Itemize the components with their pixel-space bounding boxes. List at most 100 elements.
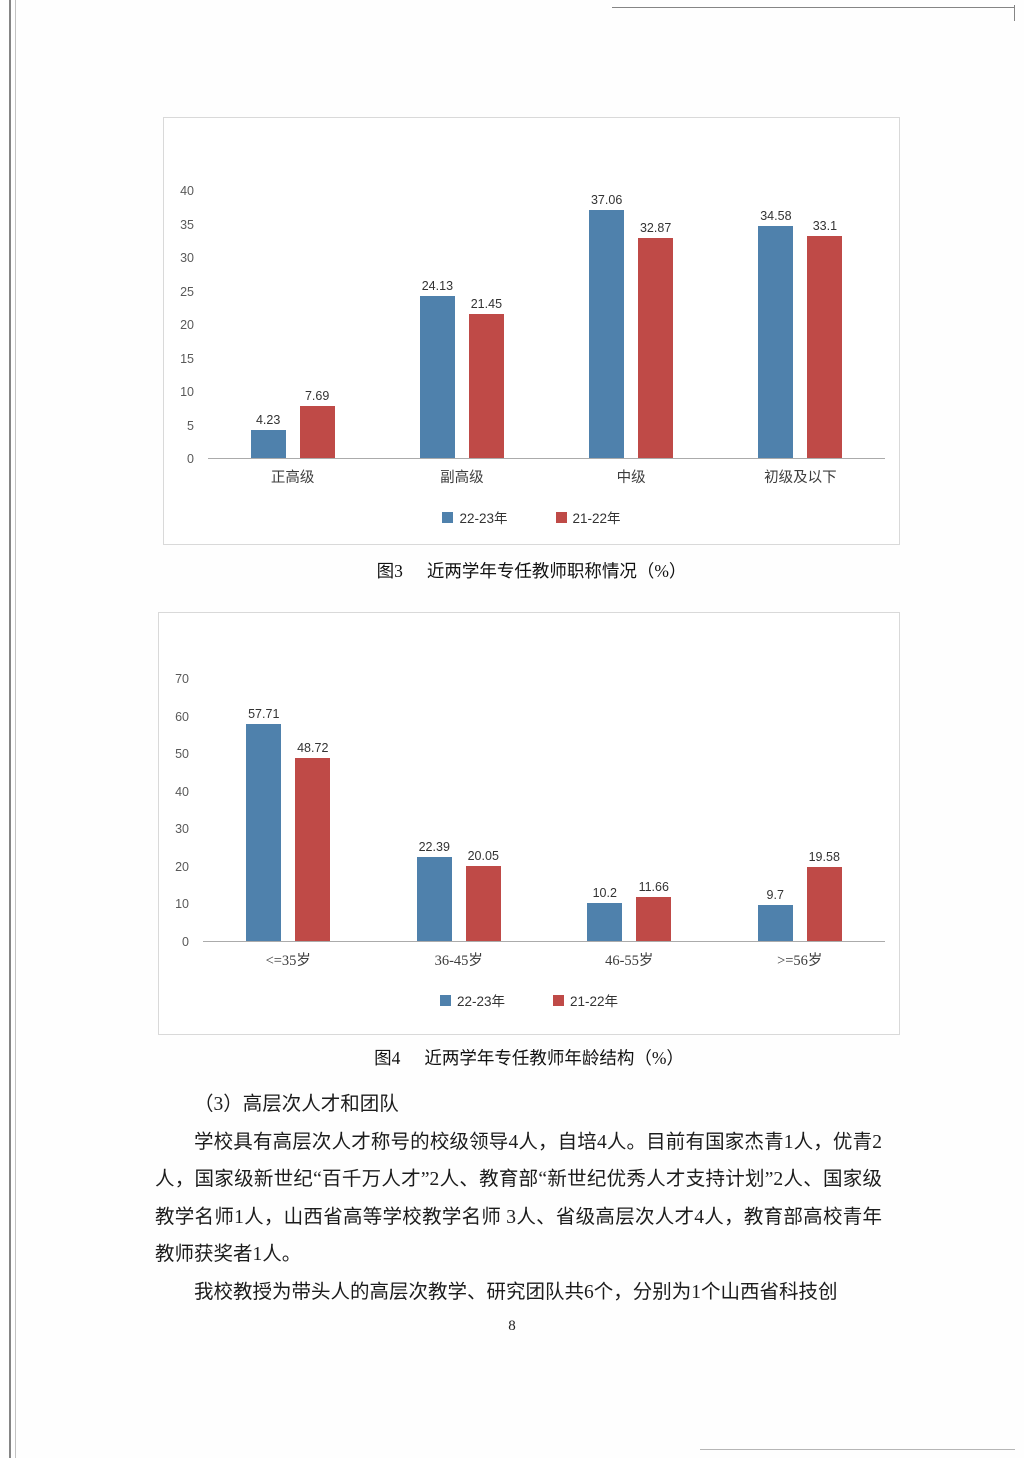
bar-21-22年->=56岁 xyxy=(806,867,842,941)
y-axis-tick-label: 50 xyxy=(175,747,189,762)
bar-22-23年->=56岁 xyxy=(757,904,793,941)
chart-legend: 22-23年 21-22年 xyxy=(164,507,899,527)
x-axis-category-label: 初级及以下 xyxy=(764,470,837,486)
bar-21-22年-正高级 xyxy=(299,406,335,458)
bar-value-label: 9.7 xyxy=(766,887,784,902)
y-axis-tick-label: 35 xyxy=(180,217,194,232)
bar-column: 19.58 xyxy=(806,850,842,941)
figure4-title: 近两学年专任教师年龄结构（%） xyxy=(424,1048,684,1068)
bar-21-22年-中级 xyxy=(638,237,674,458)
legend-label: 21-22年 xyxy=(572,511,621,526)
bar-value-label: 24.13 xyxy=(421,279,454,294)
text-section: （3）高层次人才和团队 学校具有高层次人才称号的校级领导4人，自培4人。目前有国… xyxy=(155,1086,882,1311)
bar-21-22年-36-45岁 xyxy=(465,865,501,941)
bar-22-23年-中级 xyxy=(589,209,625,458)
y-axis-tick-label: 15 xyxy=(180,351,194,366)
bar-column: 34.58 xyxy=(758,209,794,458)
legend-label: 21-22年 xyxy=(570,994,619,1009)
x-axis-category-label: <=35岁 xyxy=(265,953,311,969)
bar-value-label: 22.39 xyxy=(418,839,450,854)
bar-value-label: 32.87 xyxy=(639,220,672,235)
bar-group: 34.58 33.1 xyxy=(716,191,885,458)
y-axis-tick-label: 60 xyxy=(175,709,189,724)
y-axis-tick-label: 10 xyxy=(180,385,194,399)
bar-value-label: 10.2 xyxy=(592,885,617,900)
bar-value-label: 48.72 xyxy=(297,740,329,755)
bar-21-22年-副高级 xyxy=(468,314,504,458)
bar-column: 57.71 xyxy=(246,707,282,941)
bar-value-label: 37.06 xyxy=(590,192,623,207)
bar-column: 4.23 xyxy=(250,412,286,458)
bar-column: 21.45 xyxy=(468,297,504,458)
bar-21-22年-46-55岁 xyxy=(636,897,672,941)
legend-swatch xyxy=(553,994,564,1006)
bar-column: 9.7 xyxy=(757,887,793,941)
legend-label: 22-23年 xyxy=(456,994,505,1009)
y-axis-tick-label: 5 xyxy=(187,418,194,433)
legend-item: 21-22年 xyxy=(553,990,618,1010)
scan-artifact-bottom-line xyxy=(700,1449,1015,1450)
bar-column: 24.13 xyxy=(419,279,455,458)
bar-column: 37.06 xyxy=(589,192,625,458)
bar-group: 24.13 21.45 xyxy=(377,191,546,458)
figure3-bar-chart: 0 5 10 15 20 25 30 35 40 4.23 7.69 24.13 21.45 37.06 3… xyxy=(164,118,899,527)
y-axis-tick-label: 10 xyxy=(175,897,189,912)
bar-column: 10.2 xyxy=(587,885,623,941)
legend-swatch xyxy=(555,511,567,523)
bar-22-23年-46-55岁 xyxy=(587,902,623,941)
bar-value-label: 20.05 xyxy=(467,848,499,863)
scan-artifact-left-line-2 xyxy=(15,0,16,1458)
legend-swatch xyxy=(439,994,451,1006)
plot-area: 57.71 48.72 22.39 20.05 10.2 11.66 9.7 19.58 xyxy=(203,679,885,942)
bar-value-label: 33.1 xyxy=(812,219,838,234)
bar-21-22年-<=35岁 xyxy=(295,757,331,941)
y-axis-tick-label: 30 xyxy=(175,822,189,837)
bar-value-label: 21.45 xyxy=(470,297,503,312)
bar-group: 57.71 48.72 xyxy=(203,679,374,941)
x-axis-category-label: >=56岁 xyxy=(777,953,823,969)
y-axis-tick-label: 70 xyxy=(175,672,189,686)
x-axis-category-label: 正高级 xyxy=(270,470,315,486)
bar-group: 9.7 19.58 xyxy=(715,679,886,941)
bar-column: 48.72 xyxy=(295,740,331,941)
bar-group: 4.23 7.69 xyxy=(208,191,377,458)
figure3-title: 近两学年专任教师职称情况（%） xyxy=(426,561,687,581)
bar-column: 33.1 xyxy=(807,219,843,458)
bar-value-label: 7.69 xyxy=(304,389,330,404)
bar-value-label: 34.58 xyxy=(760,209,792,224)
y-axis-tick-label: 0 xyxy=(182,935,189,949)
legend-item: 22-23年 xyxy=(439,990,505,1010)
bar-column: 11.66 xyxy=(636,880,672,941)
y-axis-tick-label: 20 xyxy=(180,318,194,332)
figure3-caption: 图3 近两学年专任教师职称情况（%） xyxy=(163,558,900,583)
bar-group: 37.06 32.87 xyxy=(547,191,716,458)
chart-legend: 22-23年 21-22年 xyxy=(159,990,899,1010)
figure3-chart-box: 0 5 10 15 20 25 30 35 40 4.23 7.69 24.13 21.45 37.06 3… xyxy=(163,117,900,545)
bar-group: 22.39 20.05 xyxy=(374,679,545,941)
legend-item: 21-22年 xyxy=(555,507,621,527)
legend-label: 22-23年 xyxy=(459,511,508,526)
x-axis-category-label: 中级 xyxy=(616,470,646,486)
bar-column: 22.39 xyxy=(416,839,452,941)
figure3-label: 图3 xyxy=(376,561,403,581)
y-axis-tick-label: 40 xyxy=(175,784,189,799)
bar-group: 10.2 11.66 xyxy=(544,679,715,941)
bar-21-22年-初级及以下 xyxy=(807,236,843,458)
x-axis-category-label: 46-55岁 xyxy=(605,953,654,969)
figure4-caption: 图4 近两学年专任教师年龄结构（%） xyxy=(158,1045,900,1070)
figure4-label: 图4 xyxy=(374,1048,401,1068)
y-axis-tick-label: 40 xyxy=(180,184,194,198)
page-number: 8 xyxy=(508,1318,516,1334)
bar-22-23年-36-45岁 xyxy=(416,856,452,941)
figure4-chart-box: 0 10 20 30 40 50 60 70 57.71 48.72 22.39 20.05 10.2 1… xyxy=(158,612,900,1035)
plot-area: 4.23 7.69 24.13 21.45 37.06 32.87 34.58 33.1 xyxy=(208,191,885,459)
scan-artifact-top-line xyxy=(612,7,1015,8)
y-axis-tick-label: 25 xyxy=(180,284,194,299)
legend-item: 22-23年 xyxy=(442,507,508,527)
bar-column: 32.87 xyxy=(638,220,674,458)
bar-value-label: 19.58 xyxy=(808,850,840,865)
bar-value-label: 4.23 xyxy=(255,412,281,427)
bar-22-23年-初级及以下 xyxy=(758,226,794,458)
paragraph-2: 我校教授为带头人的高层次教学、研究团队共6个，分别为1个山西省科技创 xyxy=(194,1281,838,1303)
y-axis-tick-label: 0 xyxy=(187,452,194,466)
